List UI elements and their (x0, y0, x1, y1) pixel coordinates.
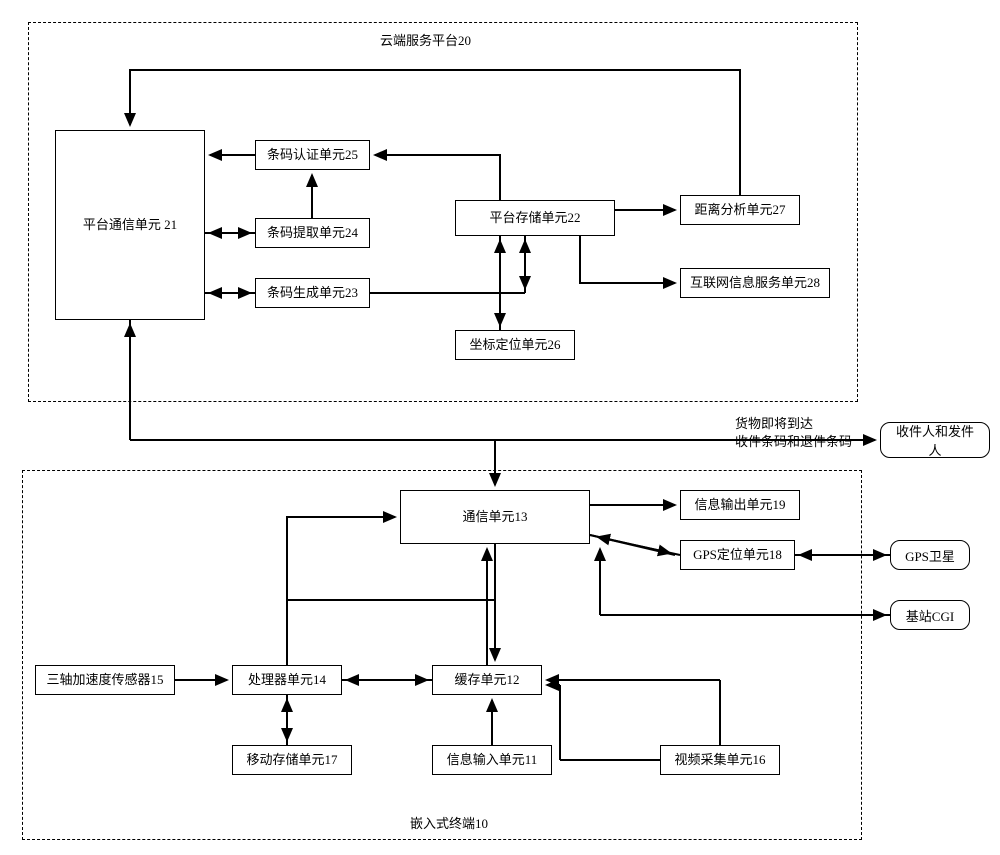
edges-layer (0, 0, 1000, 855)
